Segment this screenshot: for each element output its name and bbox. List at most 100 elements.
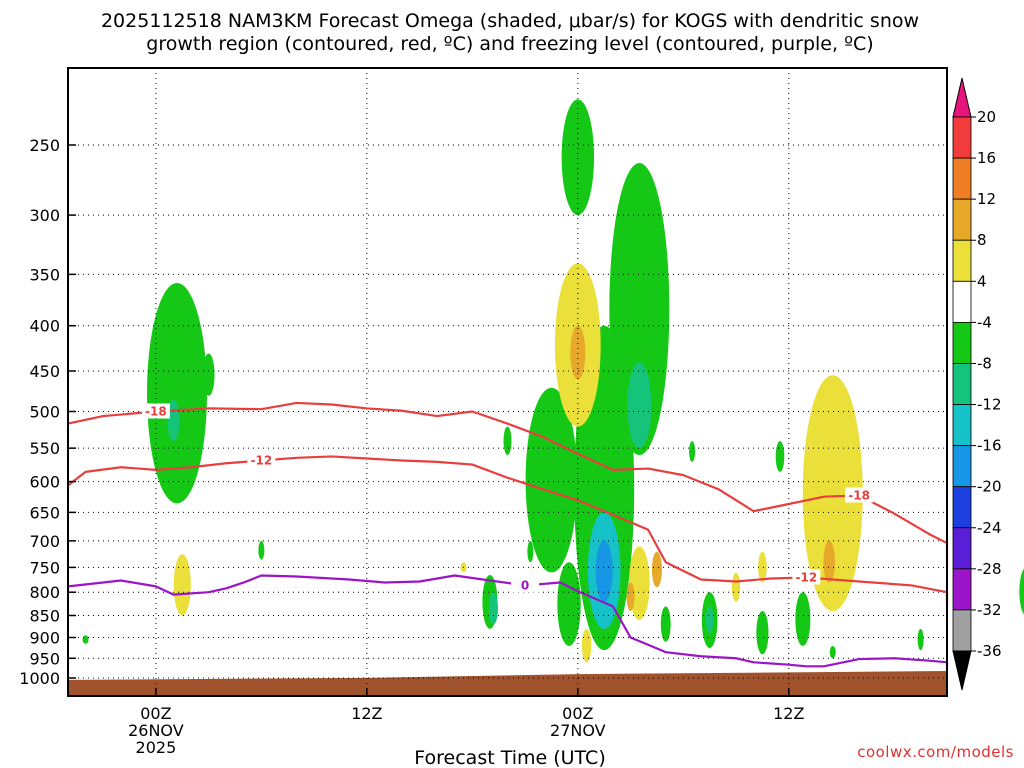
contour-label-bg-0-0 — [141, 403, 170, 419]
x-tick-label-0-2: 2025 — [136, 738, 177, 757]
omega-cell-33 — [823, 540, 836, 583]
colorbar-label-4: 4 — [977, 272, 987, 290]
colorbar: 20 16 12 8 4 -4 -8 -12 -16 -20 -24 -28 -32 -36 — [952, 77, 1002, 691]
omega-cell-8 — [488, 592, 498, 625]
colorbar-label-9: -20 — [977, 478, 1002, 496]
y-tick-label-9: 700 — [29, 532, 60, 551]
omega-cell-19 — [627, 362, 652, 449]
contour-label--12C: -12 — [796, 571, 818, 585]
omega-cell-14 — [595, 540, 613, 602]
y-tick-label-7: 600 — [29, 473, 60, 492]
omega-cell-3 — [173, 554, 191, 616]
x-tick-label-0-0: 00Z — [140, 704, 171, 723]
omega-cell-35 — [917, 628, 924, 651]
colorbar-bin-3 — [952, 198, 972, 241]
colorbar-bin-10 — [952, 486, 972, 529]
omega-cell-18 — [609, 163, 670, 456]
colorbar-label-6: -8 — [977, 354, 992, 372]
omega-shading — [82, 99, 1024, 663]
colorbar-bin-2 — [952, 157, 972, 200]
colorbar-bin-8 — [952, 404, 972, 447]
chart-title-line2: growth region (contoured, red, ºC) and f… — [146, 33, 873, 55]
omega-cell-42 — [503, 426, 512, 456]
y-tick-label-11: 800 — [29, 583, 60, 602]
contour-label--12C: -12 — [251, 454, 273, 468]
omega-cell-9 — [527, 540, 534, 563]
omega-cell-0 — [146, 283, 207, 504]
omega-cell-17 — [570, 325, 586, 380]
colorbar-top-arrow — [952, 77, 972, 118]
colorbar-label-13: -36 — [977, 642, 1002, 660]
y-tick-label-12: 850 — [29, 607, 60, 626]
colorbar-bottom-arrow — [952, 650, 972, 691]
omega-cell-30 — [731, 572, 741, 602]
contour-label-bg-2-0 — [511, 577, 540, 593]
y-tick-label-15: 1000 — [19, 669, 60, 688]
contour-label--18C: -18 — [145, 405, 167, 419]
colorbar-bin-4 — [952, 239, 972, 282]
omega-cell-28 — [775, 441, 785, 472]
omega-cell-29 — [795, 592, 811, 646]
y-tick-label-14: 950 — [29, 649, 60, 668]
omega-cell-31 — [758, 551, 767, 583]
y-tick-label-5: 500 — [29, 403, 60, 422]
credit-text: coolwx.com/models — [857, 743, 1014, 761]
omega-cell-32 — [802, 375, 863, 611]
colorbar-bin-12 — [952, 568, 972, 611]
colorbar-label-2: 12 — [977, 190, 996, 208]
colorbar-bin-1 — [952, 116, 972, 159]
omega-cell-27 — [756, 610, 769, 655]
colorbar-label-3: 8 — [977, 231, 987, 249]
y-tick-label-6: 550 — [29, 439, 60, 458]
omega-cell-38 — [1019, 568, 1024, 615]
contour-label-bg-1-1 — [792, 569, 821, 585]
colorbar-label-10: -24 — [977, 519, 1002, 537]
y-axis-ticks: 250 300 350 400 450 500 550 600 650 700 750 800 850 9… — [19, 136, 76, 688]
y-tick-label-4: 450 — [29, 362, 60, 381]
colorbar-label-0: 20 — [977, 108, 996, 126]
x-axis-label: Forecast Time (UTC) — [414, 747, 605, 768]
omega-cell-10 — [525, 387, 578, 573]
colorbar-bin-13 — [952, 609, 972, 652]
colorbar-label-11: -28 — [977, 560, 1002, 578]
chart-title-line1: 2025112518 NAM3KM Forecast Omega (shaded… — [101, 10, 919, 32]
omega-cell-5 — [258, 540, 265, 560]
x-tick-label-2-0: 00Z — [562, 704, 593, 723]
colorbar-bin-6 — [952, 321, 972, 364]
contour--18C — [67, 401, 949, 569]
colorbar-bin-11 — [952, 527, 972, 570]
colorbar-label-5: -4 — [977, 313, 992, 331]
contour-0C — [67, 574, 949, 668]
omega-cell-41 — [689, 441, 696, 462]
x-tick-label-1-0: 12Z — [351, 704, 382, 723]
x-tick-label-2-1: 27NOV — [550, 721, 606, 740]
omega-cell-20 — [581, 628, 592, 663]
omega-cell-34 — [829, 645, 836, 659]
colorbar-label-1: 16 — [977, 149, 996, 167]
omega-cell-22 — [626, 582, 635, 611]
colorbar-bin-7 — [952, 363, 972, 405]
y-tick-label-0: 250 — [29, 136, 60, 155]
colorbar-label-7: -12 — [977, 396, 1002, 414]
omega-cell-23 — [651, 551, 662, 588]
contour-label-bg-1-0 — [247, 452, 276, 468]
surface-ground — [68, 671, 947, 696]
y-tick-label-2: 350 — [29, 265, 60, 284]
y-tick-label-8: 650 — [29, 503, 60, 522]
omega-cell-15 — [561, 99, 595, 216]
colorbar-bin-9 — [952, 445, 972, 488]
omega-cell-2 — [202, 353, 215, 396]
omega-cell-26 — [705, 606, 714, 634]
contour-label--18C: -18 — [848, 488, 870, 502]
isotherm-contours: -18 -18 -12 -12 0 — [67, 401, 949, 668]
contour--12C — [67, 455, 949, 605]
omega-cell-4 — [82, 635, 89, 644]
x-tick-label-0-1: 26NOV — [128, 721, 184, 740]
contour-label-0C: 0 — [521, 578, 529, 592]
x-tick-label-3-0: 12Z — [773, 704, 804, 723]
y-tick-label-10: 750 — [29, 558, 60, 577]
omega-cell-11 — [557, 562, 581, 646]
y-tick-label-13: 900 — [29, 628, 60, 647]
